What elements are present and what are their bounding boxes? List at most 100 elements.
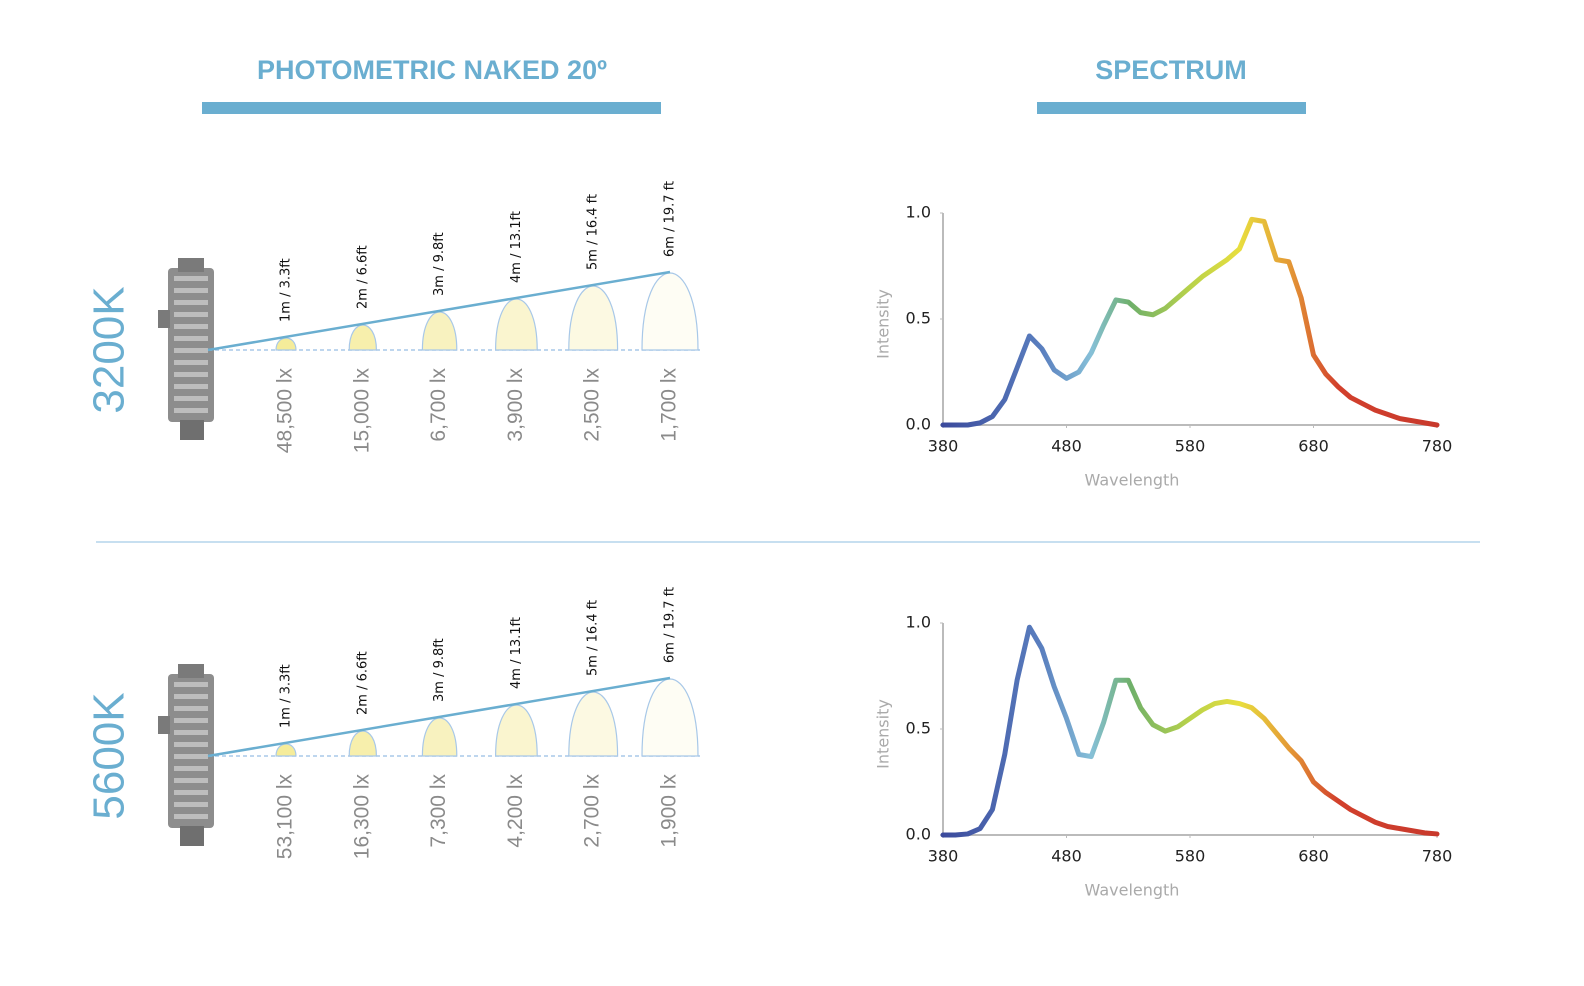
distance-label: 5m / 16.4 ft (586, 194, 601, 270)
title-bar (1037, 102, 1306, 114)
spectrum-line (940, 216, 1440, 428)
spectrum-line (940, 624, 1440, 838)
illuminance-label: 4,200 lx (504, 774, 527, 848)
beam-spot (568, 285, 619, 351)
fixture-fin (174, 396, 208, 401)
distance-label: 6m / 19.7 ft (663, 181, 678, 257)
fixture-top (178, 258, 204, 272)
y-axis-label: Intensity (874, 289, 893, 359)
fixture-fin (174, 312, 208, 317)
fixture-fin (174, 802, 208, 807)
distance-label: 1m / 3.3ft (279, 258, 294, 322)
illuminance-label: 6,700 lx (427, 368, 450, 442)
fixture-fin (174, 682, 208, 687)
illuminance-label: 53,100 lx (274, 774, 297, 860)
beam-spot (275, 337, 297, 351)
y-tick-label: 0.0 (906, 415, 931, 434)
x-axis-label: Wavelength (1085, 471, 1180, 490)
beam-spot (348, 324, 378, 351)
fixture-foot (180, 420, 204, 440)
illuminance-label: 2,700 lx (581, 774, 604, 848)
x-tick-label: 780 (1422, 437, 1453, 456)
cct-label: 3200K (85, 286, 134, 413)
fixture-fin (174, 324, 208, 329)
illuminance-label: 7,300 lx (427, 774, 450, 848)
y-axis-label: Intensity (874, 699, 893, 769)
beam-edge (207, 270, 671, 352)
x-tick-label: 380 (928, 847, 959, 866)
fixture-fin (174, 348, 208, 353)
fixture-fin (174, 766, 208, 771)
beam-spot (421, 311, 458, 351)
beam-spot (494, 704, 538, 757)
fixture-side (158, 310, 170, 328)
spectrum-title: SPECTRUM (1095, 55, 1247, 85)
x-tick-label: 580 (1175, 847, 1206, 866)
distance-label: 4m / 13.1ft (509, 211, 524, 283)
beam-spot (275, 743, 297, 757)
distance-label: 5m / 16.4 ft (586, 600, 601, 676)
x-tick-label: 580 (1175, 437, 1206, 456)
y-tick-label: 0.5 (906, 719, 931, 738)
fixture-fin (174, 694, 208, 699)
illuminance-label: 1,900 lx (658, 774, 681, 848)
distance-label: 6m / 19.7 ft (663, 587, 678, 663)
x-tick-label: 480 (1051, 847, 1082, 866)
x-tick-label: 680 (1298, 437, 1329, 456)
distance-label: 1m / 3.3ft (279, 664, 294, 728)
beam-edge (207, 676, 671, 758)
photometric-title: PHOTOMETRIC NAKED 20º (257, 55, 607, 85)
fixture-fin (174, 718, 208, 723)
beam-spot (494, 298, 538, 351)
fixture-top (178, 664, 204, 678)
fixture-fin (174, 372, 208, 377)
fixture-fin (174, 408, 208, 413)
fixture-fin (174, 300, 208, 305)
fixture-body (168, 268, 214, 422)
fixture-fin (174, 730, 208, 735)
fixture-foot (180, 826, 204, 846)
fixture-fin (174, 706, 208, 711)
fixture-fin (174, 814, 208, 819)
fixture-fin (174, 754, 208, 759)
beam-spot (348, 730, 378, 757)
illuminance-label: 1,700 lx (658, 368, 681, 442)
y-tick-label: 0.0 (906, 825, 931, 844)
x-axis-label: Wavelength (1085, 881, 1180, 900)
fixture-fin (174, 778, 208, 783)
x-tick-label: 480 (1051, 437, 1082, 456)
y-tick-label: 1.0 (906, 203, 931, 222)
distance-label: 2m / 6.6ft (355, 651, 370, 715)
distance-label: 3m / 9.8ft (432, 232, 447, 296)
fixture-fin (174, 790, 208, 795)
y-tick-label: 0.5 (906, 309, 931, 328)
fixture-side (158, 716, 170, 734)
distance-label: 3m / 9.8ft (432, 638, 447, 702)
cct-label: 5600K (85, 692, 134, 819)
x-tick-label: 680 (1298, 847, 1329, 866)
fixture-fin (174, 336, 208, 341)
illuminance-label: 48,500 lx (274, 368, 297, 454)
beam-spot (641, 272, 699, 351)
fixture-fin (174, 742, 208, 747)
fixture-fin (174, 384, 208, 389)
x-tick-label: 380 (928, 437, 959, 456)
illuminance-label: 3,900 lx (504, 368, 527, 442)
beam-spot (568, 691, 619, 757)
illuminance-label: 15,000 lx (350, 368, 373, 454)
title-bar (202, 102, 661, 114)
fixture-body (168, 674, 214, 828)
fixture-fin (174, 360, 208, 365)
y-tick-label: 1.0 (906, 613, 931, 632)
illuminance-label: 2,500 lx (581, 368, 604, 442)
fixture (158, 258, 214, 440)
distance-label: 4m / 13.1ft (509, 617, 524, 689)
distance-label: 2m / 6.6ft (355, 245, 370, 309)
illuminance-label: 16,300 lx (350, 774, 373, 860)
x-tick-label: 780 (1422, 847, 1453, 866)
fixture-fin (174, 288, 208, 293)
beam-spot (421, 717, 458, 757)
fixture (158, 664, 214, 846)
fixture-fin (174, 276, 208, 281)
